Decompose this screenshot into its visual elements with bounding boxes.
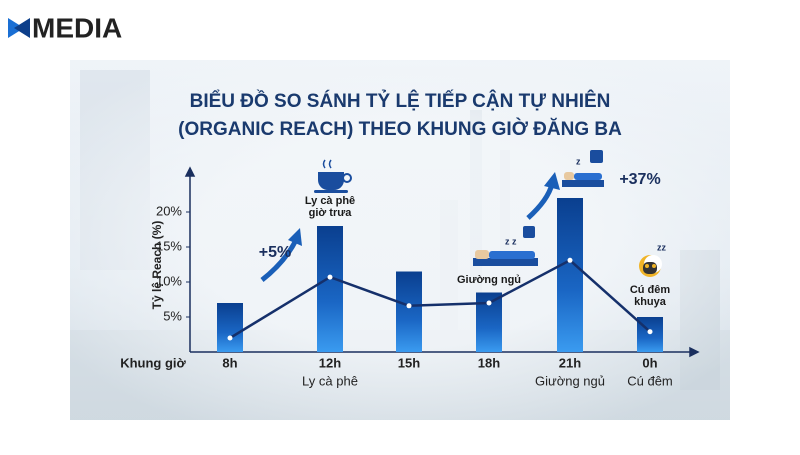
bed-icon: z — [562, 150, 604, 187]
icon-label: giờ trưa — [309, 207, 353, 219]
chart-title: BIỂU ĐỒ SO SÁNH TỶ LỆ TIẾP CẬN TỰ NHIÊN — [190, 90, 611, 112]
icon-label: Giường ngủ — [457, 274, 521, 286]
y-tick-label: 10% — [156, 273, 182, 288]
logo-text: MEDIA — [32, 12, 122, 43]
bar — [557, 198, 583, 352]
line-point — [227, 335, 233, 341]
svg-text:z: z — [576, 156, 581, 166]
x-tick-label: 21h — [559, 355, 581, 370]
x-tick-label: 18h — [478, 355, 500, 370]
logo: MEDIA — [8, 12, 122, 43]
y-axis-label: Tỷ lệ Reach (%) — [150, 221, 164, 310]
x-tick-label: 0h — [642, 355, 657, 370]
annotation: +37% — [619, 171, 660, 188]
svg-text:zz: zz — [657, 242, 667, 252]
icon-label: khuya — [634, 296, 667, 308]
line — [229, 258, 651, 340]
bar — [217, 303, 243, 352]
x-sublabel: Ly cà phê — [302, 373, 358, 388]
icon-label: Ly cà phê — [305, 195, 355, 207]
owl-icon: zz — [639, 242, 667, 277]
x-sublabel: Giường ngủ — [535, 373, 605, 388]
svg-text:z z: z z — [505, 236, 517, 246]
x-tick-label: 8h — [222, 355, 237, 370]
line-point — [567, 257, 573, 263]
line-point — [327, 274, 333, 280]
axes — [184, 166, 700, 358]
x-tick-label: 12h — [319, 355, 341, 370]
line-point — [406, 303, 412, 309]
growth-arrow — [260, 172, 560, 282]
y-tick-label: 20% — [156, 203, 182, 218]
y-tick-label: 5% — [163, 308, 182, 323]
annotation: +5% — [259, 244, 291, 261]
bar — [317, 226, 343, 352]
chart-title: (ORGANIC REACH) THEO KHUNG GIỜ ĐĂNG BA — [178, 118, 622, 140]
x-tick-label: 15h — [398, 355, 420, 370]
bed-icon: z z — [473, 226, 538, 266]
bar — [396, 271, 422, 352]
line-point — [486, 300, 492, 306]
y-tick-label: 15% — [156, 238, 182, 253]
icon-label: Cú đêm — [630, 284, 671, 296]
x-sublabel: Cú đêm — [627, 373, 673, 388]
x-axis-label: Khung giờ — [120, 355, 186, 370]
coffee-icon — [314, 159, 352, 193]
line-point — [647, 329, 653, 335]
